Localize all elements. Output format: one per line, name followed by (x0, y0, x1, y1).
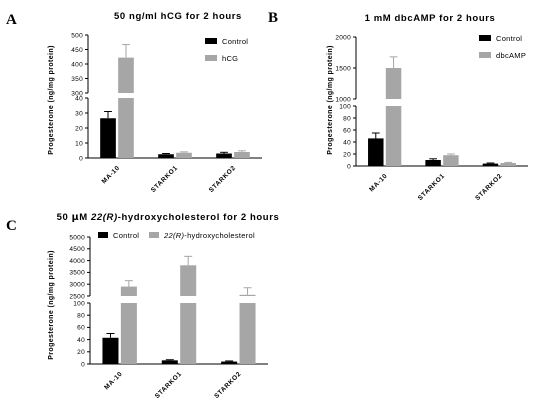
chart-c-ylabel: Progesterone (ng/mg protein) (48, 250, 55, 360)
chart-c-ytick-label-lower-3: 60 (77, 325, 85, 332)
chart-c-bar-treated-2-upper (239, 294, 256, 296)
chart-b-bar-control-0 (368, 138, 384, 166)
chart-c-ytick-label-lower-1: 20 (77, 349, 85, 356)
chart-b-ytick-label-lower-5: 100 (339, 103, 351, 110)
chart-b-ytick-label-lower-1: 20 (343, 151, 351, 158)
chart-c-bar-treated-1-upper (180, 265, 197, 296)
chart-a-ytick-label-upper-4: 500 (71, 32, 83, 39)
chart-a-bar-treated-2 (234, 152, 250, 158)
chart-b-bar-treated-2 (500, 163, 516, 166)
chart-a: 50 ng/ml hCG for 2 hours Progesterone (n… (48, 11, 262, 194)
chart-c-title: 50 μM 22(R)-hydroxycholesterol for 2 hou… (57, 212, 280, 223)
chart-c-xtick-label-0: MA-10 (103, 370, 124, 391)
chart-b-ytick-label-upper-1: 1500 (335, 65, 351, 72)
chart-b-ytick-label-upper-0: 1000 (335, 96, 351, 103)
chart-a-bar-treated-0-lower (118, 98, 134, 158)
chart-b-xtick-label-2: STARKO2 (474, 172, 504, 202)
chart-a-ytick-label-lower-3: 30 (75, 110, 83, 117)
chart-a-ytick-label-lower-4: 40 (75, 95, 83, 102)
chart-b-bar-treated-0-lower (385, 106, 402, 166)
chart-c-ytick-label-lower-2: 40 (77, 337, 85, 344)
chart-c-ytick-label-upper-5: 5000 (69, 234, 85, 241)
chart-c-bar-control-0 (102, 337, 119, 364)
chart-b-ytick-label-upper-2: 2000 (335, 34, 351, 41)
panel-letter-b: B (268, 10, 278, 26)
chart-b-ytick-label-lower-4: 80 (343, 115, 351, 122)
chart-b: 1 mM dbcAMP for 2 hours Progesterone (ng… (327, 13, 528, 202)
chart-c-bar-treated-2-lower (239, 303, 256, 364)
chart-a-legend-label-1: hCG (222, 54, 238, 63)
chart-c: 50 μM 22(R)-hydroxycholesterol for 2 hou… (48, 212, 279, 400)
chart-b-title: 1 mM dbcAMP for 2 hours (365, 13, 496, 24)
chart-b-bar-control-2 (482, 163, 499, 166)
chart-a-ytick-label-lower-2: 20 (75, 125, 83, 132)
chart-b-xtick-label-1: STARKO1 (417, 172, 447, 202)
chart-b-bar-treated-0-upper (385, 68, 402, 99)
chart-a-ylabel: Progesterone (ng/mg protein) (48, 45, 55, 155)
chart-c-xtick-label-1: STARKO1 (154, 370, 184, 400)
chart-a-ytick-label-upper-0: 300 (71, 90, 83, 97)
chart-b-ylabel: Progesterone (ng/mg protein) (327, 45, 334, 155)
chart-a-ytick-label-upper-3: 450 (71, 47, 83, 54)
chart-c-legend-swatch-1 (149, 232, 159, 238)
chart-a-bar-control-1 (158, 154, 174, 158)
chart-a-ytick-label-lower-0: 0 (79, 155, 83, 162)
chart-c-ytick-label-upper-0: 2500 (69, 293, 85, 300)
chart-a-legend-label-0: Control (222, 37, 248, 46)
chart-c-ytick-label-lower-4: 80 (77, 313, 85, 320)
chart-a-xtick-label-2: STARKO2 (208, 164, 238, 194)
chart-b-ytick-label-lower-0: 0 (347, 163, 351, 170)
chart-a-title: 50 ng/ml hCG for 2 hours (114, 11, 242, 22)
chart-c-bar-control-1 (161, 360, 178, 364)
chart-a-bar-treated-1 (176, 152, 192, 158)
chart-c-xtick-label-2: STARKO2 (213, 370, 243, 400)
chart-a-ytick-label-upper-1: 350 (71, 76, 83, 83)
chart-a-bar-treated-0-upper (118, 57, 134, 93)
chart-a-ytick-label-upper-2: 400 (71, 61, 83, 68)
chart-a-xtick-label-1: STARKO1 (150, 164, 180, 194)
chart-c-ytick-label-upper-3: 4000 (69, 258, 85, 265)
chart-a-xtick-label-0: MA-10 (101, 164, 122, 185)
chart-a-bar-control-2 (216, 153, 232, 158)
chart-c-ytick-label-upper-1: 3000 (69, 282, 85, 289)
panel-letter-c: C (6, 218, 17, 234)
chart-b-ytick-label-lower-3: 60 (343, 127, 351, 134)
chart-c-ytick-label-upper-2: 3500 (69, 270, 85, 277)
chart-c-bar-treated-0-upper (120, 286, 137, 296)
chart-a-ytick-label-lower-1: 10 (75, 140, 83, 147)
chart-c-legend-label-0: Control (113, 231, 139, 240)
chart-b-legend-label-0: Control (496, 34, 522, 43)
chart-b-xtick-label-0: MA-10 (368, 172, 389, 193)
chart-c-legend-swatch-0 (98, 232, 108, 238)
chart-b-legend-swatch-0 (479, 35, 491, 41)
chart-b-bar-control-1 (425, 160, 441, 166)
chart-a-legend-swatch-0 (205, 38, 217, 44)
panel-letter-a: A (6, 12, 17, 28)
chart-a-bar-control-0 (100, 118, 116, 158)
chart-b-bar-treated-1 (443, 155, 459, 166)
chart-b-legend-label-1: dbcAMP (496, 51, 526, 60)
chart-c-ytick-label-lower-5: 100 (73, 300, 85, 307)
chart-c-legend-label-1: 22(R)-hydroxycholesterol (163, 231, 255, 240)
chart-c-bar-treated-1-lower (180, 303, 197, 364)
chart-b-ytick-label-lower-2: 40 (343, 139, 351, 146)
chart-c-bar-control-2 (221, 361, 238, 364)
chart-c-ytick-label-upper-4: 4500 (69, 246, 85, 253)
chart-b-legend-swatch-1 (479, 52, 491, 58)
chart-a-legend-swatch-1 (205, 55, 217, 61)
chart-c-ytick-label-lower-0: 0 (81, 361, 85, 368)
chart-c-bar-treated-0-lower (120, 303, 137, 364)
